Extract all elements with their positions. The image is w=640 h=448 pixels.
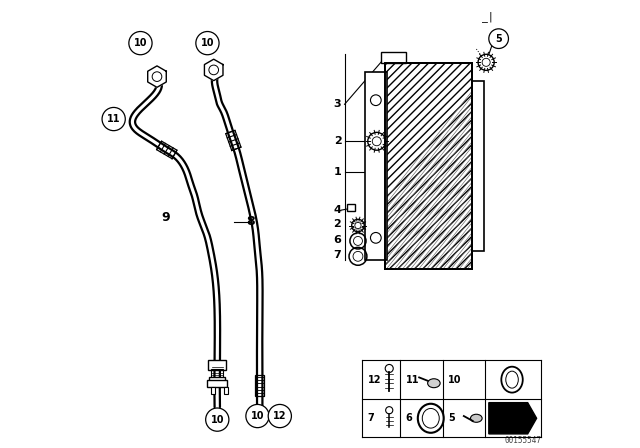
FancyBboxPatch shape xyxy=(207,380,227,387)
Polygon shape xyxy=(489,403,536,434)
Polygon shape xyxy=(204,59,223,81)
Text: 7: 7 xyxy=(368,413,374,423)
Circle shape xyxy=(489,29,508,48)
Polygon shape xyxy=(148,66,166,87)
Circle shape xyxy=(371,233,381,243)
Circle shape xyxy=(368,132,386,150)
Circle shape xyxy=(205,408,229,431)
Text: 3: 3 xyxy=(334,99,341,109)
Text: 2: 2 xyxy=(333,136,341,146)
Circle shape xyxy=(196,31,219,55)
Text: 10: 10 xyxy=(134,38,147,48)
Text: 9: 9 xyxy=(162,211,170,224)
Ellipse shape xyxy=(470,414,482,422)
Circle shape xyxy=(355,222,361,228)
Ellipse shape xyxy=(422,409,439,428)
Text: 1: 1 xyxy=(333,167,341,177)
Text: 10: 10 xyxy=(251,411,264,421)
Circle shape xyxy=(478,54,494,70)
Text: 10: 10 xyxy=(448,375,461,385)
Text: 8: 8 xyxy=(246,215,255,228)
FancyBboxPatch shape xyxy=(211,387,216,394)
Text: 11: 11 xyxy=(107,114,120,124)
Text: 2: 2 xyxy=(333,220,341,229)
Text: 6: 6 xyxy=(406,413,413,423)
Circle shape xyxy=(268,405,291,428)
Circle shape xyxy=(352,219,364,232)
Text: 11: 11 xyxy=(406,375,419,385)
FancyBboxPatch shape xyxy=(209,377,225,385)
Text: 5: 5 xyxy=(448,413,455,423)
FancyBboxPatch shape xyxy=(347,204,355,211)
FancyBboxPatch shape xyxy=(209,360,226,370)
Text: 6: 6 xyxy=(333,235,341,246)
Ellipse shape xyxy=(428,379,440,388)
Text: 12: 12 xyxy=(273,411,287,421)
Circle shape xyxy=(246,405,269,428)
Ellipse shape xyxy=(506,371,518,388)
Text: _|: _| xyxy=(482,11,493,22)
Bar xyxy=(385,63,472,269)
Circle shape xyxy=(482,58,490,66)
Circle shape xyxy=(129,31,152,55)
Text: 4: 4 xyxy=(333,205,341,215)
Bar xyxy=(385,63,472,269)
Circle shape xyxy=(372,137,381,146)
Text: 00155547: 00155547 xyxy=(504,436,541,445)
Bar xyxy=(385,63,472,269)
FancyBboxPatch shape xyxy=(381,52,406,63)
Text: 10: 10 xyxy=(211,414,224,425)
Circle shape xyxy=(102,108,125,131)
Text: 12: 12 xyxy=(368,375,381,385)
Text: 5: 5 xyxy=(495,34,502,43)
FancyBboxPatch shape xyxy=(365,72,387,260)
Circle shape xyxy=(371,95,381,106)
Text: 7: 7 xyxy=(333,250,341,260)
FancyBboxPatch shape xyxy=(223,387,228,394)
Bar xyxy=(385,63,472,269)
Text: 10: 10 xyxy=(201,38,214,48)
FancyBboxPatch shape xyxy=(472,81,484,251)
